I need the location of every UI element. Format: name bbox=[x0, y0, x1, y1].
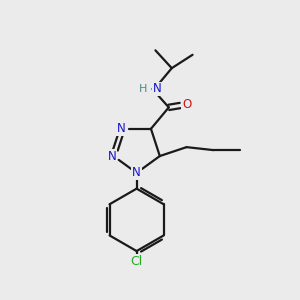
Text: Cl: Cl bbox=[130, 255, 143, 268]
Text: N: N bbox=[108, 149, 116, 163]
Text: N: N bbox=[116, 122, 125, 135]
Text: N: N bbox=[132, 167, 141, 179]
Text: O: O bbox=[182, 98, 191, 111]
Text: N: N bbox=[152, 82, 161, 95]
Text: H: H bbox=[139, 84, 147, 94]
